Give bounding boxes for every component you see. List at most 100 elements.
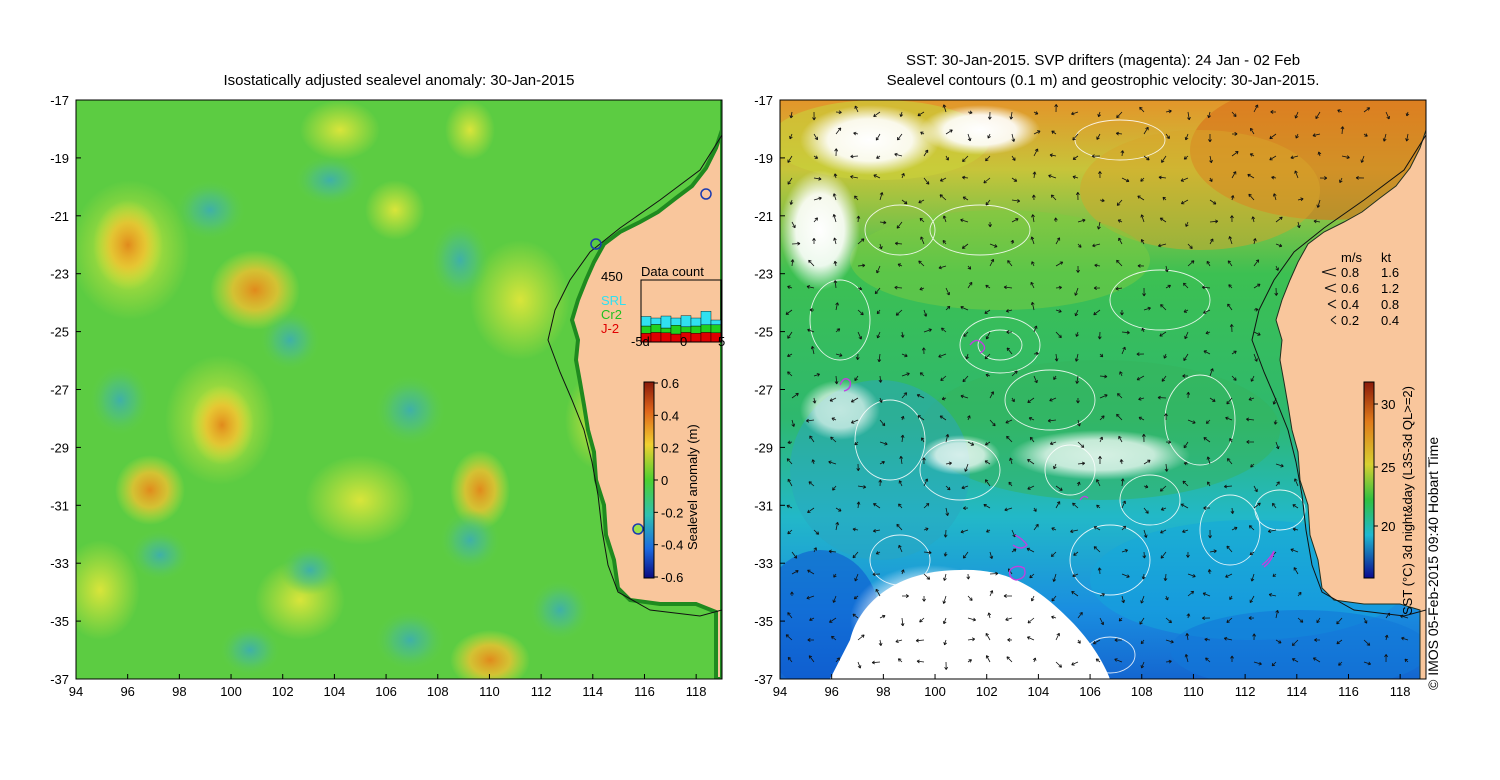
velocity-arrow	[962, 375, 969, 383]
velocity-arrow	[1051, 527, 1057, 531]
legend-arrow	[1330, 315, 1337, 325]
velocity-arrow	[875, 588, 881, 597]
velocity-arrow	[1011, 177, 1018, 182]
velocity-arrow	[960, 394, 969, 399]
data-count-bar	[670, 325, 682, 335]
velocity-arrow	[1187, 260, 1195, 267]
velocity-arrow	[919, 286, 925, 291]
x-tick-label: 108	[427, 684, 449, 699]
velocity-arrow	[787, 285, 793, 289]
velocity-arrow	[1141, 573, 1146, 580]
velocity-arrow	[1275, 243, 1283, 248]
colorbar-tick-label: 25	[1381, 460, 1395, 475]
y-tick-label: -23	[50, 267, 69, 282]
velocity-arrow	[1055, 501, 1061, 509]
data-count-bar	[650, 317, 662, 325]
velocity-arrow	[1116, 111, 1123, 119]
velocity-arrow	[984, 441, 991, 446]
x-tick-label: 116	[1338, 684, 1359, 699]
velocity-arrow	[1164, 413, 1168, 420]
geostrophic-velocity-arrows	[785, 104, 1410, 670]
colorbar-tick-label: 0.4	[661, 408, 679, 423]
velocity-arrow	[967, 659, 972, 663]
velocity-arrow	[987, 111, 992, 120]
velocity-arrow	[808, 481, 815, 487]
velocity-arrow	[1050, 551, 1057, 557]
velocity-arrow	[1183, 282, 1189, 289]
velocity-arrow	[1029, 573, 1035, 579]
velocity-arrow	[1099, 353, 1104, 358]
x-tick-label: 100	[220, 684, 242, 699]
velocity-arrow	[808, 655, 815, 663]
velocity-arrow	[942, 240, 947, 245]
velocity-arrow	[850, 175, 859, 179]
sealevel-contours	[809, 119, 1306, 674]
velocity-arrow	[1010, 239, 1015, 245]
velocity-arrow	[1161, 155, 1167, 163]
velocity-arrow	[901, 392, 908, 399]
colorbar-tick-label: 30	[1381, 397, 1395, 412]
velocity-arrow	[1272, 193, 1277, 201]
sealevel-anomaly-blobs	[76, 100, 635, 679]
velocity-arrow	[1208, 529, 1212, 539]
velocity-arrow	[1121, 346, 1126, 355]
y-tick-label: -25	[50, 325, 69, 340]
velocity-arrow	[857, 309, 864, 316]
velocity-arrow	[1003, 285, 1013, 290]
colorbar-tick-label: -0.4	[661, 538, 683, 553]
velocity-arrow	[899, 111, 904, 117]
velocity-arrow	[1140, 214, 1145, 223]
contour-ring	[977, 329, 1023, 361]
velocity-arrow	[835, 302, 839, 311]
velocity-arrow	[1099, 436, 1103, 443]
velocity-arrow	[875, 133, 881, 141]
velocity-arrow	[1363, 107, 1371, 113]
velocity-arrow	[1114, 638, 1123, 642]
velocity-arrow	[1230, 215, 1234, 223]
velocity-arrow	[1363, 639, 1371, 646]
velocity-arrow	[857, 238, 865, 245]
velocity-arrow	[1158, 175, 1167, 180]
velocity-arrow	[1293, 567, 1299, 575]
velocity-arrow	[962, 196, 969, 201]
velocity-arrow	[1055, 237, 1061, 245]
velocity-arrow	[1121, 525, 1127, 531]
velocity-arrow	[830, 436, 837, 443]
velocity-arrow	[1202, 592, 1211, 597]
velocity-arrow	[1225, 416, 1233, 421]
velocity-arrow	[789, 199, 794, 205]
right-land	[1275, 100, 1426, 679]
velocity-arrow	[1143, 155, 1150, 161]
velocity-arrow	[1404, 658, 1409, 663]
data-count-bar	[690, 333, 702, 343]
velocity-arrow	[1206, 456, 1211, 465]
legend-header-kt: kt	[1381, 250, 1392, 265]
contour-ring	[854, 399, 926, 481]
velocity-arrow	[941, 327, 947, 333]
velocity-arrow	[1033, 148, 1039, 157]
velocity-arrow	[1030, 301, 1035, 311]
velocity-arrow	[1143, 459, 1151, 465]
velocity-arrow	[1248, 397, 1255, 401]
velocity-arrow	[1273, 419, 1278, 425]
velocity-arrow	[983, 177, 991, 184]
data-count-max-label: 450	[601, 269, 623, 284]
velocity-arrow	[835, 521, 840, 531]
contour-ring	[1074, 119, 1166, 161]
velocity-arrow	[967, 133, 972, 142]
data-count-bar	[700, 311, 712, 326]
velocity-arrow	[1143, 484, 1149, 489]
velocity-arrow	[1382, 133, 1387, 142]
velocity-arrow	[1027, 485, 1035, 490]
left-shelf-contour	[547, 134, 722, 617]
legend-ms-value: 0.4	[1341, 297, 1359, 312]
velocity-arrow	[1033, 375, 1038, 384]
velocity-arrow	[1092, 243, 1101, 248]
velocity-arrow	[1295, 133, 1299, 139]
y-tick-label: -31	[50, 498, 69, 513]
contour-ring	[869, 534, 931, 586]
velocity-arrow	[1248, 525, 1255, 531]
velocity-arrow	[1231, 526, 1238, 531]
velocity-arrow	[1099, 415, 1105, 421]
velocity-arrow	[874, 287, 881, 295]
